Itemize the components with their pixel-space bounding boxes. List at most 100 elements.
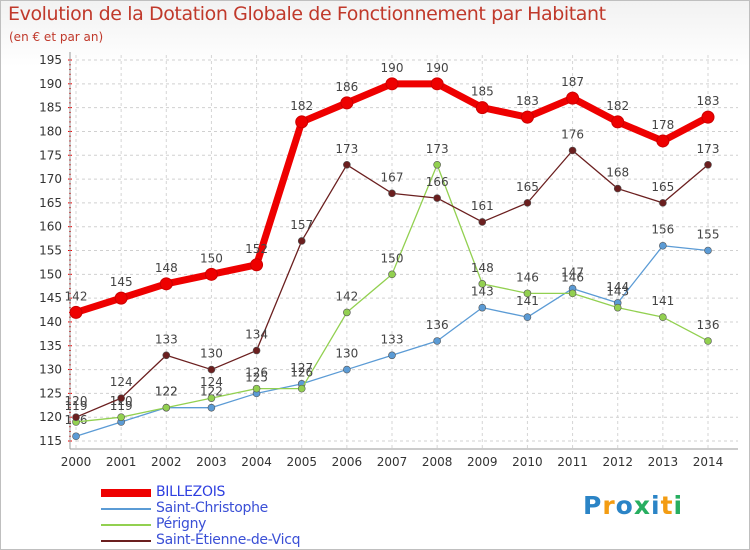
data-point [252,346,261,355]
y-tick-label: 140 [39,315,62,329]
data-label: 133 [155,332,178,346]
data-point [704,337,712,345]
x-tick-label: 2013 [648,455,679,469]
data-point [475,101,489,115]
x-tick-label: 2003 [196,455,227,469]
legend-swatch [101,540,151,542]
data-point [433,194,441,202]
data-label: 119 [110,399,133,413]
data-label: 146 [561,270,584,284]
x-tick-label: 2007 [377,455,408,469]
y-tick-label: 135 [39,339,62,353]
data-label: 183 [697,94,720,108]
x-tick-label: 2011 [557,455,588,469]
data-point [659,313,667,321]
data-point [250,258,264,272]
y-tick-label: 165 [39,196,62,210]
series-1: 142 145 148 150 152 182 186 190 190 185 183 187 182 1… [65,61,720,319]
x-tick-label: 2001 [106,455,137,469]
y-tick-label: 195 [39,53,62,67]
legend-item: Saint-Christophe [101,500,361,517]
data-point [117,394,125,402]
line-chart: 1151201251301351401451501551601651701751… [39,52,738,469]
data-point [72,413,80,421]
x-tick-label: 2010 [512,455,543,469]
data-label: 150 [200,251,223,265]
data-label: 155 [697,228,720,242]
data-label: 146 [516,270,539,284]
y-tick-label: 180 [39,124,62,138]
data-label: 148 [155,261,178,275]
data-point [207,365,216,374]
data-label: 182 [606,99,629,113]
legend-item: Saint-Étienne-de-Vicq [101,532,361,549]
data-point [611,115,625,129]
data-point [343,160,351,169]
x-tick-label: 2014 [693,455,724,469]
y-tick-label: 115 [39,434,62,448]
data-point [204,267,218,281]
chart-legend: BILLEZOIS Saint-Christophe Périgny Saint-Ét… [101,484,361,549]
data-label: 157 [290,218,313,232]
legend-item: BILLEZOIS [101,484,361,501]
data-point [159,277,173,291]
data-label: 134 [245,328,268,342]
data-point [433,160,441,169]
data-label: 176 [561,127,584,141]
y-tick-label: 160 [39,220,62,234]
legend-swatch [101,508,151,510]
data-point [478,218,487,226]
data-label: 185 [471,85,494,99]
data-label: 142 [65,289,88,303]
data-label: 122 [155,385,178,399]
data-label: 119 [65,399,88,413]
data-point [566,91,580,105]
data-label: 165 [651,180,674,194]
data-label: 167 [381,170,404,184]
data-label: 124 [110,375,133,389]
y-tick-label: 190 [39,77,62,91]
data-point [388,189,396,198]
y-tick-label: 150 [39,267,62,281]
data-point [433,337,441,345]
data-point [162,403,171,412]
y-tick-label: 145 [39,291,62,305]
data-point [520,110,534,124]
data-point [523,313,532,321]
data-label: 161 [471,199,494,213]
x-tick-label: 2012 [602,455,633,469]
data-label: 147 [561,266,584,280]
legend-label: Saint-Christophe [156,500,268,516]
data-point [430,77,444,91]
data-point [704,246,712,255]
y-tick-label: 125 [39,386,62,400]
y-tick-label: 175 [39,148,62,162]
data-point [340,96,354,110]
data-point [523,199,532,207]
y-tick-label: 120 [39,410,62,424]
data-label: 186 [335,80,358,94]
data-point [568,289,577,298]
logo-letter: o [615,491,634,520]
data-label: 143 [471,285,494,299]
data-label: 125 [245,370,268,384]
chart-title: Evolution de la Dotation Globale de Fonc… [8,3,606,25]
data-label: 141 [651,294,674,308]
legend-swatch [101,489,151,497]
data-label: 141 [516,294,539,308]
data-point [252,384,261,393]
data-label: 182 [290,99,313,113]
data-label: 126 [245,366,268,380]
data-point [701,110,715,124]
data-label: 183 [516,94,539,108]
data-label: 136 [426,318,449,332]
data-label: 124 [200,375,223,389]
data-point [207,403,216,412]
data-label: 173 [697,142,720,156]
data-point [385,77,399,91]
data-point [659,241,667,250]
logo-letter: r [602,491,616,520]
data-point [69,305,83,319]
data-point [114,291,128,305]
